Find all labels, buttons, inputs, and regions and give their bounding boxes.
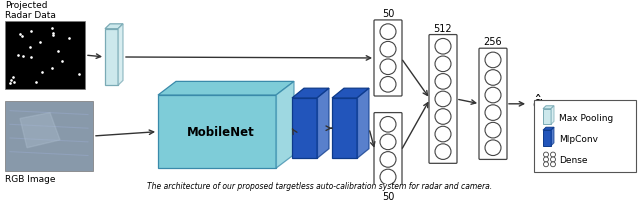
Polygon shape (543, 106, 554, 109)
Circle shape (485, 70, 501, 86)
Polygon shape (20, 113, 60, 148)
Bar (543, 109, 551, 125)
Polygon shape (292, 89, 329, 98)
Circle shape (435, 109, 451, 125)
Polygon shape (332, 89, 369, 98)
Polygon shape (551, 106, 554, 125)
Polygon shape (105, 25, 123, 30)
Text: MlpConv: MlpConv (559, 135, 598, 144)
Circle shape (485, 123, 501, 138)
Text: RGB Image: RGB Image (5, 174, 56, 183)
Circle shape (435, 74, 451, 90)
Circle shape (435, 127, 451, 142)
Circle shape (380, 77, 396, 93)
Circle shape (485, 88, 501, 103)
Bar (292, 98, 317, 159)
Text: Dense: Dense (559, 155, 588, 164)
FancyBboxPatch shape (374, 21, 402, 97)
Text: 50: 50 (382, 191, 394, 200)
FancyBboxPatch shape (534, 100, 636, 172)
Polygon shape (317, 89, 329, 159)
Circle shape (380, 42, 396, 58)
Circle shape (550, 152, 556, 157)
Circle shape (380, 134, 396, 150)
Circle shape (380, 169, 396, 185)
FancyBboxPatch shape (429, 35, 457, 164)
Circle shape (380, 117, 396, 132)
Text: $\hat{q}$: $\hat{q}$ (532, 91, 543, 113)
Bar (158, 96, 276, 168)
Circle shape (485, 140, 501, 156)
Circle shape (435, 39, 451, 55)
FancyBboxPatch shape (479, 49, 507, 160)
Circle shape (550, 157, 556, 162)
Text: The architecture of our proposed targetless auto-calibration system for radar an: The architecture of our proposed targetl… (147, 181, 493, 190)
Circle shape (543, 157, 548, 162)
Polygon shape (158, 82, 294, 96)
Circle shape (435, 144, 451, 160)
Text: MobileNet: MobileNet (187, 125, 255, 138)
Circle shape (380, 60, 396, 75)
Circle shape (380, 152, 396, 167)
Circle shape (380, 25, 396, 40)
Bar (5, 22, 85, 90)
Bar (543, 131, 551, 146)
Text: Max Pooling: Max Pooling (559, 113, 613, 122)
Text: 512: 512 (434, 23, 452, 33)
Circle shape (435, 92, 451, 107)
Text: 256: 256 (484, 37, 502, 47)
Circle shape (550, 162, 556, 167)
Circle shape (485, 105, 501, 121)
Circle shape (435, 57, 451, 72)
FancyBboxPatch shape (374, 113, 402, 189)
Polygon shape (357, 89, 369, 159)
Bar (5, 101, 93, 171)
Text: Projected
Radar Data: Projected Radar Data (5, 1, 56, 20)
Polygon shape (118, 25, 123, 86)
Polygon shape (543, 128, 554, 131)
Text: 50: 50 (382, 9, 394, 19)
Polygon shape (551, 128, 554, 146)
Circle shape (485, 53, 501, 68)
Bar (332, 98, 357, 159)
Polygon shape (276, 82, 294, 168)
Bar (105, 30, 118, 86)
Circle shape (543, 152, 548, 157)
Circle shape (543, 162, 548, 167)
